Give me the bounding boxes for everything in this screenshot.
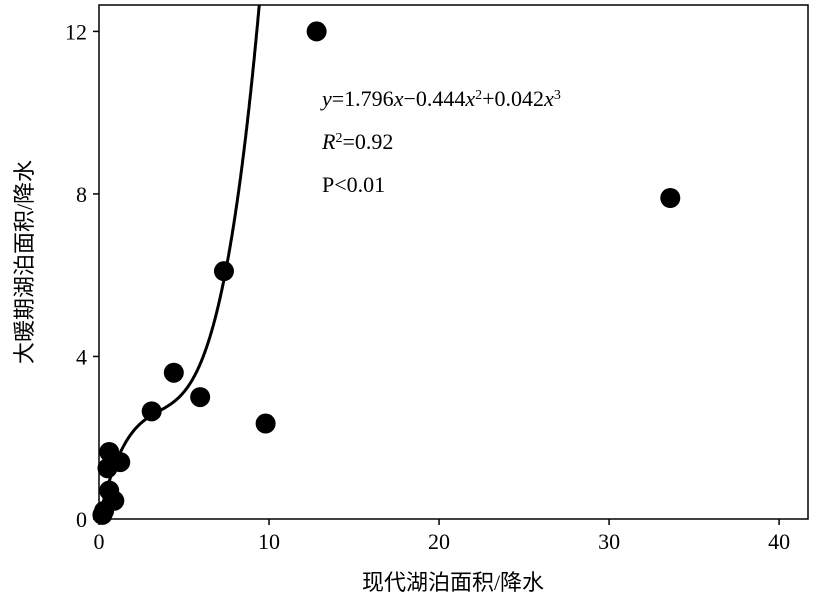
annotation: y=1.796x−0.444x2+0.042x3 bbox=[320, 86, 561, 111]
x-axis-label: 现代湖泊面积/降水 bbox=[362, 570, 544, 595]
scatter-point bbox=[213, 261, 234, 282]
scatter-point bbox=[141, 401, 162, 422]
annotation-part: x bbox=[393, 86, 404, 111]
annotation-part: +0.042 bbox=[482, 86, 544, 111]
annotation-part: 3 bbox=[554, 88, 561, 103]
annotation-part: R bbox=[321, 129, 336, 154]
scatter-point bbox=[190, 387, 211, 408]
y-axis-label: 大暖期湖泊面积/降水 bbox=[12, 160, 37, 364]
annotation-part: x bbox=[543, 86, 554, 111]
annotation-part: =1.796 bbox=[332, 86, 394, 111]
annotation-part: y bbox=[320, 86, 332, 111]
annotation-part: x bbox=[464, 86, 475, 111]
y-tick-label: 8 bbox=[76, 182, 87, 207]
annotation: R2=0.92 bbox=[321, 129, 393, 154]
annotation-part: 2 bbox=[475, 88, 482, 103]
scatter-point bbox=[97, 458, 118, 479]
plot-frame bbox=[98, 4, 809, 520]
x-tick-label: 0 bbox=[94, 529, 105, 554]
fit-curve bbox=[99, 5, 261, 519]
scatter-point bbox=[92, 504, 113, 525]
annotation-part: P<0.01 bbox=[322, 172, 385, 197]
y-tick-label: 4 bbox=[76, 344, 87, 369]
x-tick-label: 20 bbox=[428, 529, 450, 554]
scatter-point bbox=[255, 413, 276, 434]
x-tick-label: 40 bbox=[768, 529, 790, 554]
scatter-point bbox=[306, 21, 327, 42]
annotation-part: −0.444 bbox=[403, 86, 465, 111]
x-tick-label: 10 bbox=[258, 529, 280, 554]
annotation: P<0.01 bbox=[322, 172, 385, 197]
annotation-part: =0.92 bbox=[342, 129, 393, 154]
annotation-part: 2 bbox=[335, 131, 342, 146]
scatter-point bbox=[163, 362, 184, 383]
x-tick-label: 30 bbox=[598, 529, 620, 554]
y-tick-label: 0 bbox=[76, 507, 87, 532]
y-tick-label: 12 bbox=[65, 19, 87, 44]
scatter-point bbox=[660, 188, 681, 209]
